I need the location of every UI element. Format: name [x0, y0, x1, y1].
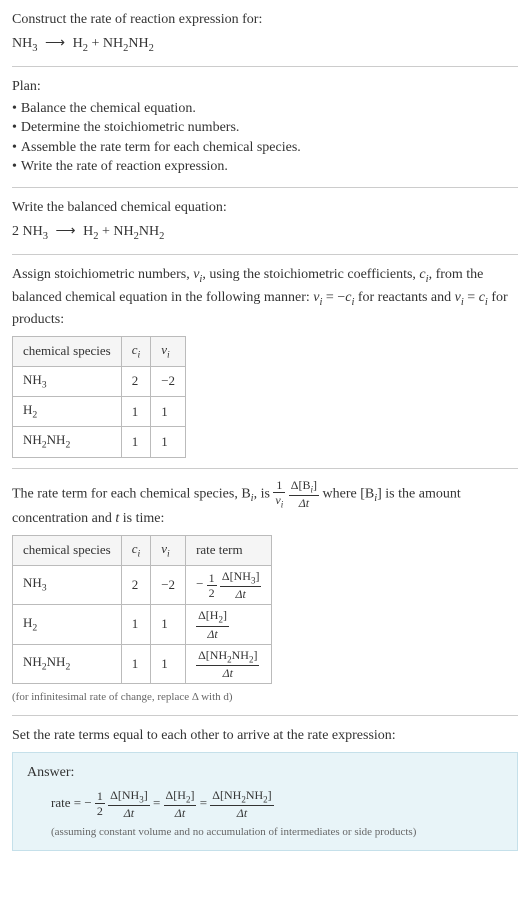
- table-row: NH2NH2 1 1: [13, 427, 186, 457]
- col-c: ci: [121, 336, 151, 366]
- plan-item: •Balance the chemical equation.: [12, 99, 518, 119]
- col-nu: νi: [151, 336, 186, 366]
- final-section: Set the rate terms equal to each other t…: [12, 726, 518, 851]
- plan-title: Plan:: [12, 77, 518, 97]
- table-header-row: chemical species ci νi rate term: [13, 535, 272, 565]
- header-section: Construct the rate of reaction expressio…: [12, 10, 518, 56]
- rate-section: The rate term for each chemical species,…: [12, 479, 518, 706]
- table-row: NH3 2 −2 − 12 Δ[NH3]Δt: [13, 565, 272, 604]
- divider: [12, 468, 518, 469]
- rate-table: chemical species ci νi rate term NH3 2 −…: [12, 535, 272, 684]
- frac-one-over-nu: 1 νi: [273, 479, 285, 509]
- answer-note: (assuming constant volume and no accumul…: [51, 825, 503, 840]
- col-rate-term: rate term: [186, 535, 272, 565]
- rate-note: (for infinitesimal rate of change, repla…: [12, 690, 518, 705]
- balanced-section: Write the balanced chemical equation: 2 …: [12, 198, 518, 244]
- divider: [12, 715, 518, 716]
- answer-label: Answer:: [27, 763, 503, 783]
- plan-item: •Determine the stoichiometric numbers.: [12, 118, 518, 138]
- col-c: ci: [121, 535, 151, 565]
- table-row: H2 1 1: [13, 397, 186, 427]
- table-row: NH2NH2 1 1 Δ[NH2NH2]Δt: [13, 644, 272, 683]
- balanced-label: Write the balanced chemical equation:: [12, 198, 518, 218]
- plan-section: Plan: •Balance the chemical equation. •D…: [12, 77, 518, 177]
- plan-item: •Write the rate of reaction expression.: [12, 157, 518, 177]
- table-header-row: chemical species ci νi: [13, 336, 186, 366]
- stoich-intro: Assign stoichiometric numbers, νi, using…: [12, 265, 518, 330]
- col-nu: νi: [151, 535, 186, 565]
- construct-label: Construct the rate of reaction expressio…: [12, 10, 518, 30]
- divider: [12, 187, 518, 188]
- plan-item: •Assemble the rate term for each chemica…: [12, 138, 518, 158]
- divider: [12, 254, 518, 255]
- final-intro: Set the rate terms equal to each other t…: [12, 726, 518, 746]
- stoich-table: chemical species ci νi NH3 2 −2 H2 1 1 N…: [12, 336, 186, 458]
- stoich-section: Assign stoichiometric numbers, νi, using…: [12, 265, 518, 458]
- answer-box: Answer: rate = − 12 Δ[NH3]Δt = Δ[H2]Δt =…: [12, 752, 518, 851]
- initial-equation: NH3 ⟶ H2 + NH2NH2: [12, 34, 518, 56]
- table-row: NH3 2 −2: [13, 366, 186, 396]
- plan-list: •Balance the chemical equation. •Determi…: [12, 99, 518, 177]
- rate-expression: rate = − 12 Δ[NH3]Δt = Δ[H2]Δt = Δ[NH2NH…: [51, 789, 503, 819]
- frac-delta-b: Δ[Bi] Δt: [289, 479, 319, 509]
- col-species: chemical species: [13, 535, 122, 565]
- divider: [12, 66, 518, 67]
- balanced-equation: 2 NH3 ⟶ H2 + NH2NH2: [12, 222, 518, 244]
- col-species: chemical species: [13, 336, 122, 366]
- rate-intro: The rate term for each chemical species,…: [12, 479, 518, 529]
- table-row: H2 1 1 Δ[H2]Δt: [13, 605, 272, 644]
